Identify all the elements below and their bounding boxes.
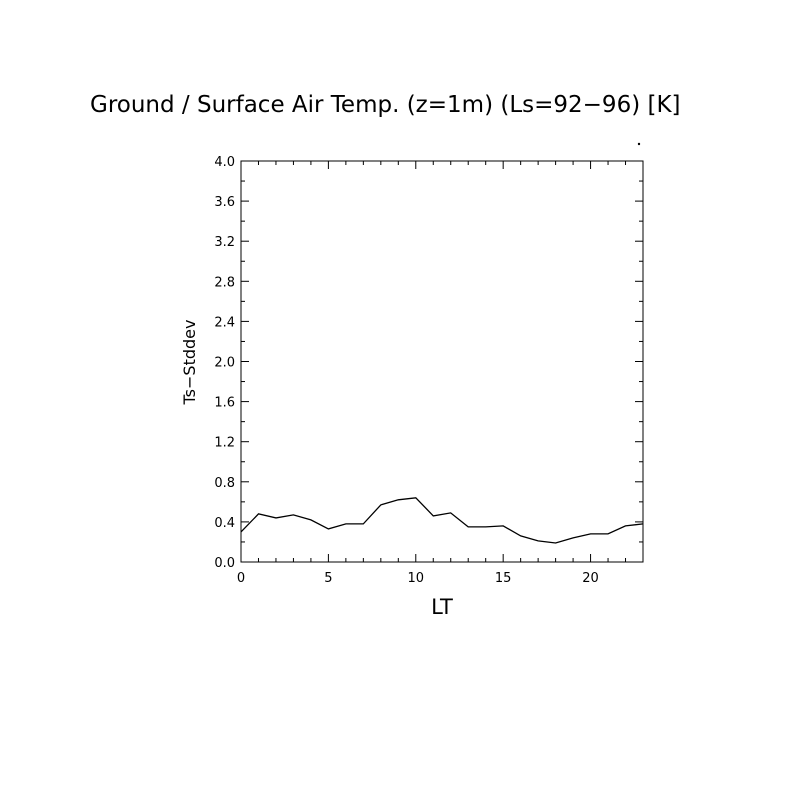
- y-tick-label: 2.4: [214, 315, 235, 330]
- x-axis: 0 5 10 15 20: [237, 161, 644, 586]
- y-tick-label: 3.6: [214, 195, 235, 210]
- x-tick-label: 10: [408, 571, 425, 586]
- chart-title: Ground / Surface Air Temp. (z=1m) (Ls=92…: [90, 92, 681, 118]
- plot-frame: [240, 160, 644, 563]
- y-tick-label: 2.0: [214, 356, 235, 371]
- y-tick-label: 0.8: [214, 476, 235, 491]
- y-tick-label: 1.6: [214, 396, 235, 411]
- series-line: [240, 497, 644, 544]
- y-tick-label: 1.2: [214, 436, 235, 451]
- y-tick-label: 0.0: [214, 556, 235, 571]
- y-tick-label: 4.0: [214, 155, 235, 170]
- x-tick-label: 0: [237, 571, 245, 586]
- y-axis-label: Ts−Stddev: [180, 320, 199, 406]
- y-axis: 0.0 0.4 0.8 1.2 1.6 2.0 2.4 2.8 3.2 3.6 4.0: [214, 155, 643, 571]
- corner-dot: [637, 142, 641, 146]
- plot-area: 0 5 10 15 20 0.0 0.4 0.8 1.2 1.6 2.0 2.4 2.8 3.2 3.6 4…: [214, 155, 644, 586]
- y-tick-label: 3.2: [214, 235, 235, 250]
- y-tick-label: 2.8: [214, 275, 235, 290]
- y-tick-label: 0.4: [214, 516, 235, 531]
- x-tick-label: 20: [582, 571, 599, 586]
- x-tick-label: 15: [495, 571, 512, 586]
- x-axis-label: LT: [431, 595, 453, 619]
- x-tick-label: 5: [324, 571, 332, 586]
